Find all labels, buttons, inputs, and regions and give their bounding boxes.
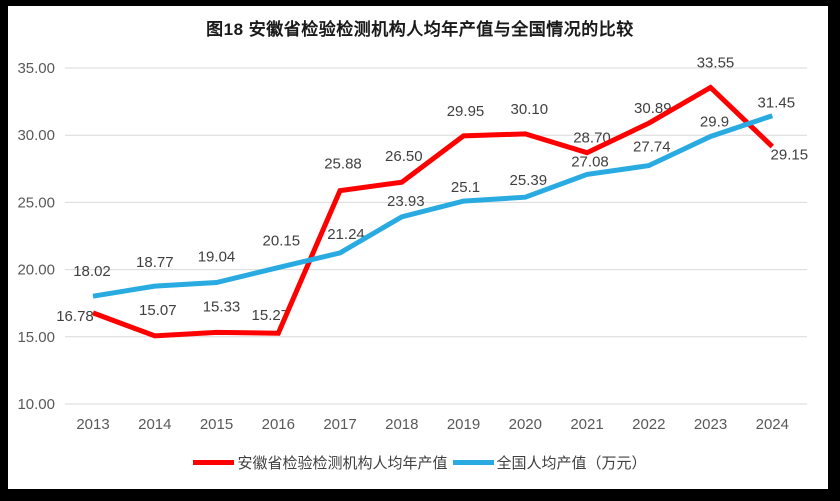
data-label-series0: 30.10 (511, 101, 549, 118)
legend-item-national: 全国人均产值（万元） (452, 452, 647, 473)
x-tick-label: 2020 (509, 416, 542, 433)
data-label-series1: 21.24 (327, 226, 365, 243)
data-label-series0: 33.55 (697, 55, 735, 72)
chart-title: 图18 安徽省检验检测机构人均年产值与全国情况的比较 (206, 20, 634, 39)
x-tick-label: 2019 (447, 416, 480, 433)
data-label-series0: 15.07 (139, 302, 177, 319)
chart-background (8, 6, 828, 489)
data-label-series1: 25.1 (451, 179, 480, 196)
x-tick-label: 2023 (694, 416, 727, 433)
data-label-series1: 27.74 (633, 139, 671, 156)
x-tick-label: 2018 (385, 416, 418, 433)
legend-marker-anhui-line (193, 459, 235, 465)
x-tick-label: 2022 (632, 416, 665, 433)
data-label-series1: 20.15 (263, 233, 301, 250)
x-tick-label: 2015 (200, 416, 233, 433)
legend-label-national: 全国人均产值（万元） (496, 454, 647, 472)
x-tick-label: 2016 (262, 416, 295, 433)
x-tick-label: 2014 (138, 416, 171, 433)
legend-label-anhui: 安徽省检验检测机构人均年产值 (237, 454, 448, 472)
data-label-series1: 29.9 (700, 114, 729, 131)
data-label-series0: 26.50 (385, 148, 423, 165)
data-label-series1: 31.45 (758, 95, 796, 112)
series-line-0 (92, 84, 775, 339)
x-tick-label: 2024 (756, 416, 789, 433)
data-label-series1: 19.04 (198, 249, 236, 266)
data-label-series0: 29.95 (447, 103, 485, 120)
x-tick-label: 2013 (76, 416, 109, 433)
data-label-series1: 23.93 (387, 193, 425, 210)
legend-marker-national-line (452, 459, 494, 465)
data-label-series0: 15.27 (252, 307, 290, 324)
data-label-series0: 29.15 (771, 147, 809, 164)
data-label-series1: 18.77 (136, 254, 174, 271)
legend-item-anhui: 安徽省检验检测机构人均年产值 (193, 452, 448, 473)
x-tick-label: 2021 (570, 416, 603, 433)
data-label-series0: 28.70 (573, 130, 611, 147)
data-label-series1: 27.08 (571, 153, 609, 170)
y-tick-label: 15.00 (17, 329, 55, 346)
data-label-series0: 16.78 (56, 308, 94, 325)
x-tick-label: 2017 (323, 416, 356, 433)
y-tick-label: 10.00 (17, 396, 55, 413)
data-label-series0: 15.33 (203, 298, 241, 315)
y-tick-label: 25.00 (17, 194, 55, 211)
y-tick-label: 35.00 (17, 60, 55, 77)
data-label-series0: 25.88 (324, 156, 362, 173)
y-tick-label: 30.00 (17, 127, 55, 144)
series-line-1 (92, 113, 774, 299)
y-tick-label: 20.00 (17, 262, 55, 279)
data-label-series1: 25.39 (510, 172, 548, 189)
data-label-series1: 18.02 (73, 263, 111, 280)
chart-legend: 安徽省检验检测机构人均年产值 全国人均产值（万元） (0, 452, 840, 472)
